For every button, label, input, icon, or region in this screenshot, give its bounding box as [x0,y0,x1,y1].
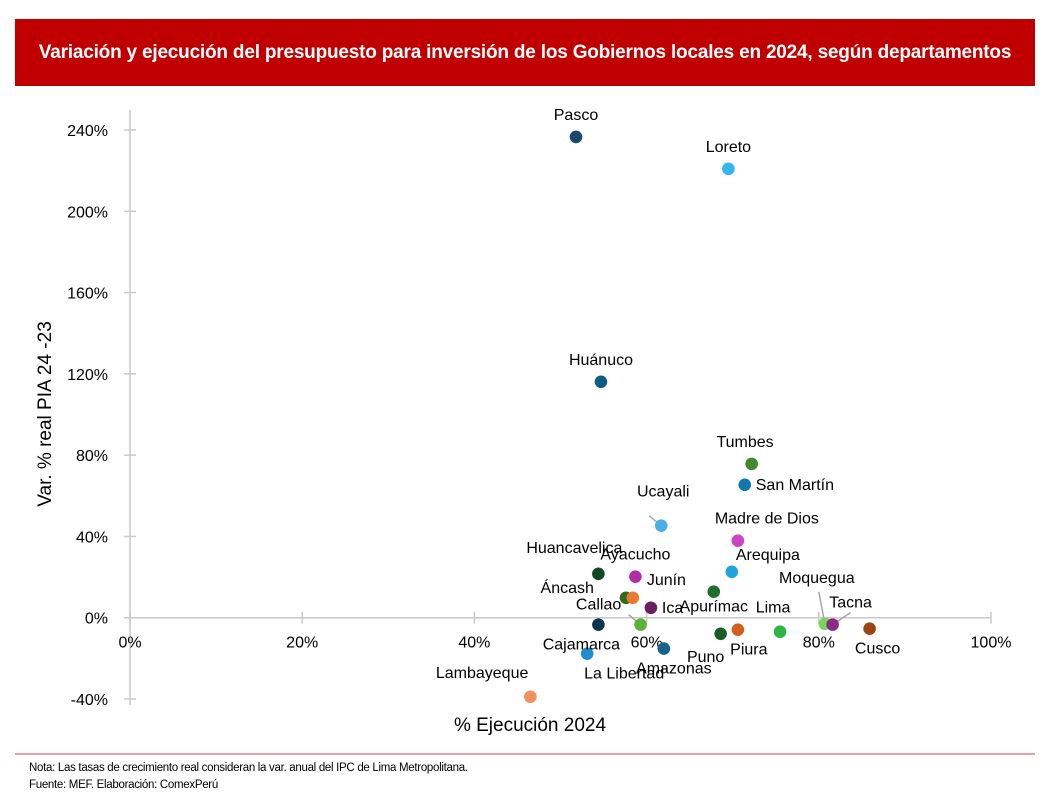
data-points [524,130,876,704]
label-ica: Ica [662,600,683,617]
label-la-libertad: La Libertad [584,666,664,683]
point-cajamarca [592,618,605,631]
y-tick-label: 120% [67,367,108,384]
x-tick-label: 40% [458,635,490,652]
axes [124,110,991,705]
point-tumbes [745,457,758,471]
y-tick-label: 0% [85,611,108,628]
x-tick-label: 20% [286,635,318,652]
point-piura [731,623,745,637]
label-apurimac: Apurímac [680,599,748,616]
point-la-libertad [580,647,594,660]
point-apurimac [707,585,721,599]
data-labels: Pasco Loreto Huánuco Tumbes San Martín Ucayal… [436,107,901,683]
footer-note: Nota: Las tasas de crecimiento real cons… [29,762,468,774]
label-puno: Puno [687,649,724,666]
point-san-martin [738,478,752,492]
point-lima [773,625,787,639]
x-axis-ticks: 0% 20% 40% 60% 80% 100% [118,611,1012,652]
footer-divider [15,753,1035,755]
point-cusco [863,622,876,635]
point-ucayali [654,519,668,532]
label-loreto: Loreto [706,139,751,156]
y-tick-label: 80% [76,448,108,465]
label-amazonas: Amazonas [636,661,712,678]
footer-source: Fuente: MEF. Elaboración: ComexPerú [29,779,218,791]
label-moquegua: Moquegua [779,570,855,587]
x-tick-label: 60% [631,635,663,652]
label-huancavelica: Huancavelica [526,540,622,557]
x-tick-label: 100% [971,635,1012,652]
point-puno [714,627,727,641]
label-junin: Junín [647,572,686,589]
label-tumbes: Tumbes [716,434,773,451]
label-pasco: Pasco [554,107,599,124]
chart-title: Variación y ejecución del presupuesto pa… [15,19,1035,86]
x-tick-label: 0% [118,635,141,652]
x-tick-label: 80% [803,635,835,652]
point-amazonas [657,642,671,655]
point-loreto [722,162,735,176]
label-huanuco: Huánuco [569,352,633,369]
label-tacna: Tacna [829,595,872,612]
label-piura: Piura [730,642,767,659]
label-cusco: Cusco [855,641,900,658]
point-ayacucho [629,570,642,583]
point-ica [644,601,658,615]
y-tick-label: -40% [71,692,108,709]
label-lima: Lima [756,600,791,617]
label-madre-de-dios: Madre de Dios [715,511,819,528]
x-axis-title: % Ejecución 2024 [454,715,607,736]
label-callao: Callao [576,597,621,614]
y-tick-label: 200% [67,204,108,221]
point-arequipa [725,565,739,579]
point-huancavelica [592,567,605,581]
label-arequipa: Arequipa [736,547,800,564]
label-san-martin: San Martín [756,477,834,494]
point-tacna [826,618,839,631]
point-junin [626,591,640,605]
y-tick-label: 160% [67,286,108,303]
label-ucayali: Ucayali [637,484,689,501]
point-madre-de-dios [731,534,745,547]
y-axis-ticks: -40% 0% 40% 80% 120% 160% 200% 240% [67,123,136,709]
y-axis-title: Var. % real PIA 24 -23 [35,321,56,507]
point-lambayeque [524,690,537,704]
label-cajamarca: Cajamarca [543,637,620,654]
label-ancash: Áncash [541,578,594,597]
point-huanuco [594,375,608,389]
y-tick-label: 40% [76,529,108,546]
point-callao [634,618,647,631]
y-tick-label: 240% [67,123,108,140]
point-pasco [569,130,583,144]
label-ayacucho: Ayacucho [600,547,670,564]
label-lambayeque: Lambayeque [436,665,529,682]
